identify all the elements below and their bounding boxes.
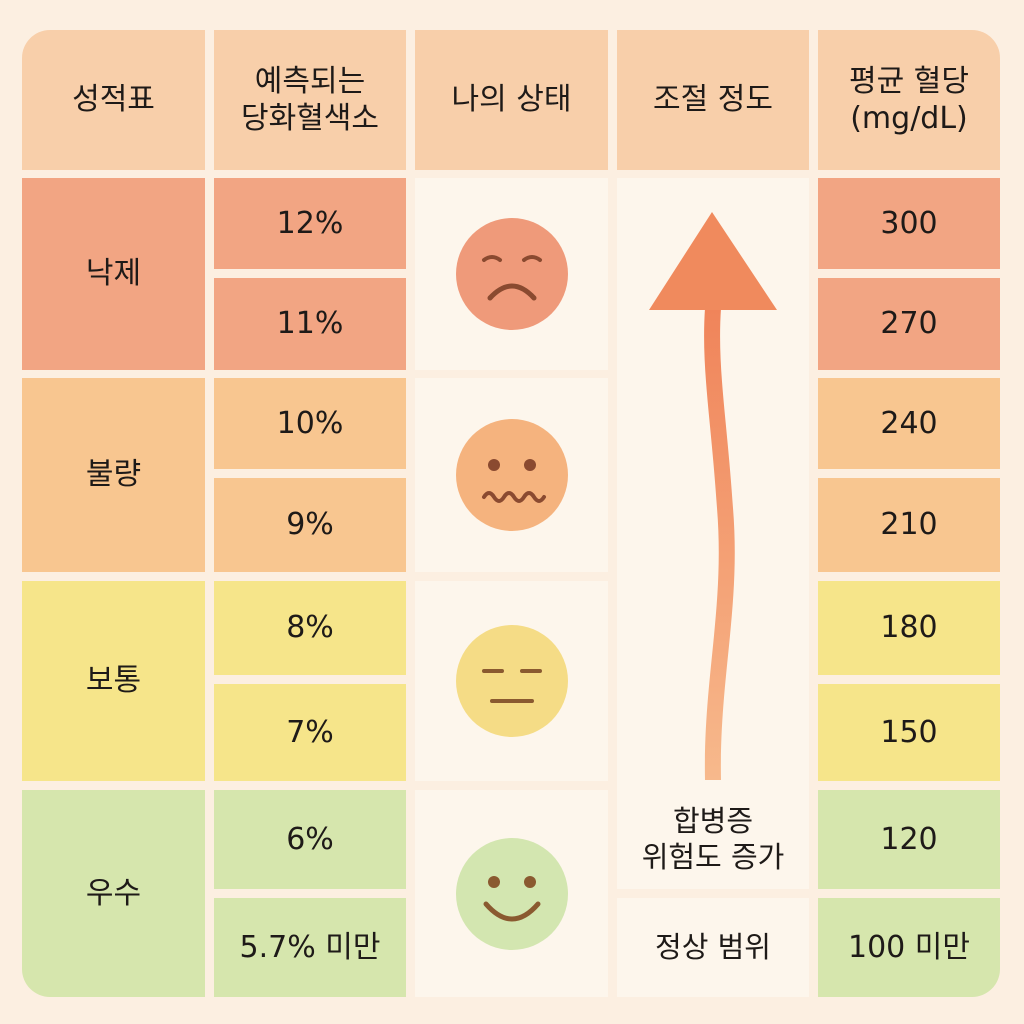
glucose-cell: 100 미만	[818, 898, 1000, 997]
control-normal-cell: 정상 범위	[617, 898, 809, 997]
glucose-cell: 270	[818, 278, 1000, 370]
a1c-cell: 12%	[214, 178, 406, 269]
smile-face-icon	[455, 837, 568, 950]
sad-face-icon	[455, 218, 568, 330]
risk-increase-arrow-icon	[649, 212, 777, 780]
risk-label: 합병증 위험도 증가	[641, 803, 785, 874]
state-cell-poor	[415, 378, 608, 572]
state-cell-fair	[415, 581, 608, 781]
header-grade-label: 성적표	[72, 82, 155, 118]
a1c-cell: 5.7% 미만	[214, 898, 406, 997]
a1c-cell: 9%	[214, 478, 406, 572]
header-glucose: 평균 혈당 (mg/dL)	[818, 30, 1000, 170]
worried-face-icon	[455, 419, 568, 531]
glucose-cell: 300	[818, 178, 1000, 269]
grade-good: 우수	[22, 790, 205, 997]
grade-fail: 낙제	[22, 178, 205, 370]
glucose-cell: 180	[818, 581, 1000, 675]
glucose-cell: 150	[818, 684, 1000, 781]
a1c-cell: 10%	[214, 378, 406, 469]
header-control: 조절 정도	[617, 30, 809, 170]
header-state-label: 나의 상태	[451, 82, 572, 118]
a1c-cell: 7%	[214, 684, 406, 781]
glucose-cell: 240	[818, 378, 1000, 469]
grade-fair: 보통	[22, 581, 205, 781]
grade-poor: 불량	[22, 378, 205, 572]
glucose-cell: 210	[818, 478, 1000, 572]
header-a1c: 예측되는 당화혈색소	[214, 30, 406, 170]
header-control-label: 조절 정도	[653, 82, 773, 118]
header-a1c-label: 예측되는 당화혈색소	[241, 63, 379, 137]
a1c-cell: 8%	[214, 581, 406, 675]
a1c-cell: 11%	[214, 278, 406, 370]
state-cell-fail	[415, 178, 608, 370]
header-glucose-label: 평균 혈당 (mg/dL)	[849, 63, 969, 137]
header-grade: 성적표	[22, 30, 205, 170]
glucose-cell: 120	[818, 790, 1000, 889]
header-state: 나의 상태	[415, 30, 608, 170]
neutral-face-icon	[455, 625, 568, 737]
control-risk-cell: 합병증 위험도 증가	[617, 178, 809, 889]
a1c-cell: 6%	[214, 790, 406, 889]
state-cell-good	[415, 790, 608, 997]
